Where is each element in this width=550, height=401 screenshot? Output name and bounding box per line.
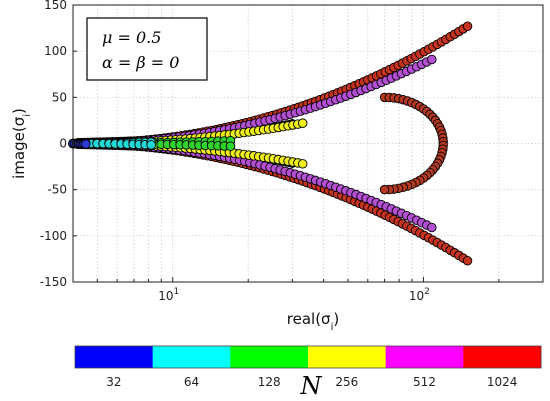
x-tick-label: 101 bbox=[158, 287, 179, 303]
colorbar-segment bbox=[152, 346, 231, 368]
colorbar-segment bbox=[463, 346, 542, 368]
colorbar-segment bbox=[308, 346, 387, 368]
x-axis-label: real(σi) bbox=[287, 310, 339, 333]
colorbar-tick-label: 256 bbox=[335, 375, 358, 389]
data-point bbox=[225, 141, 236, 152]
data-point bbox=[81, 139, 91, 149]
colorbar-title: N bbox=[300, 372, 323, 400]
legend-entry-alpha-beta: α = β = 0 bbox=[102, 53, 179, 72]
data-point bbox=[379, 184, 390, 195]
x-tick-label: 102 bbox=[409, 287, 430, 303]
y-tick-label: -50 bbox=[47, 183, 67, 197]
colorbar-tick-label: 512 bbox=[413, 375, 436, 389]
data-point bbox=[297, 159, 308, 169]
y-tick-label: -100 bbox=[40, 229, 67, 243]
colorbar-segment bbox=[230, 346, 309, 368]
colorbar-tick-label: 1024 bbox=[487, 375, 518, 389]
y-tick-label: -150 bbox=[40, 275, 67, 289]
colorbar-tick-label: 64 bbox=[184, 375, 199, 389]
legend-box: μ = 0.5 α = β = 0 bbox=[86, 17, 208, 81]
y-tick-label: 100 bbox=[44, 44, 67, 58]
colorbar-segment bbox=[385, 346, 464, 368]
colorbar-frame bbox=[74, 345, 542, 369]
colorbar-segment bbox=[75, 346, 154, 368]
colorbar-tick-label: 128 bbox=[258, 375, 281, 389]
data-point bbox=[427, 222, 437, 233]
legend-entry-mu: μ = 0.5 bbox=[102, 28, 161, 47]
data-point bbox=[462, 256, 473, 266]
y-axis-label: image(σi) bbox=[10, 108, 33, 179]
y-tick-label: 50 bbox=[52, 90, 67, 104]
y-tick-label: 150 bbox=[44, 0, 67, 12]
colorbar: 32 64 128 256 512 1024 bbox=[74, 345, 542, 389]
data-point bbox=[427, 54, 437, 65]
colorbar-tick-label: 32 bbox=[106, 375, 121, 389]
axis-ticks: 150 100 50 0 -50 -100 -150 101 102 bbox=[40, 0, 544, 303]
data-point bbox=[146, 140, 156, 150]
data-point bbox=[462, 21, 473, 31]
data-point bbox=[297, 118, 308, 128]
y-tick-label: 0 bbox=[59, 137, 67, 151]
data-points bbox=[68, 21, 473, 266]
